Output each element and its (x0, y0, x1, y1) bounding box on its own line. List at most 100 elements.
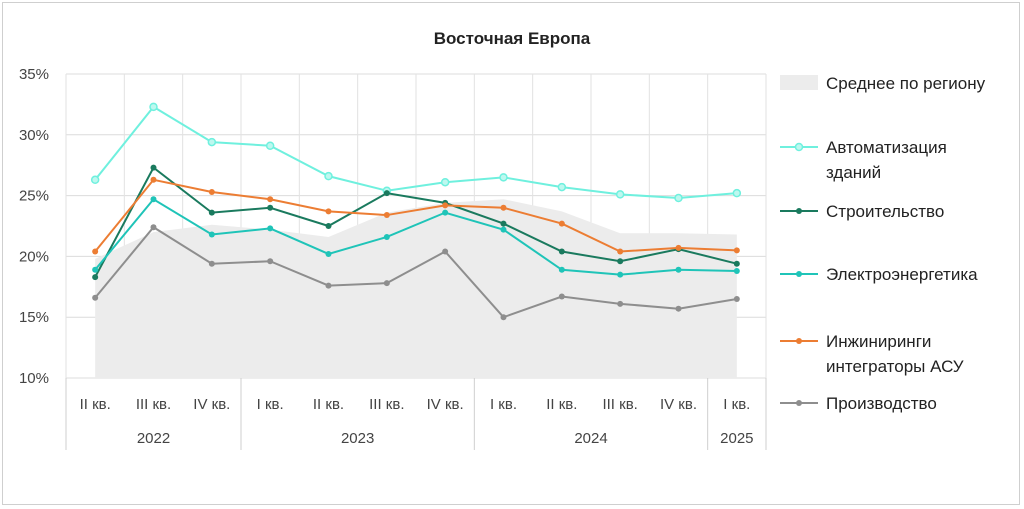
data-point (149, 102, 158, 112)
data-point (325, 250, 332, 257)
y-tick-label: 35% (19, 66, 49, 83)
data-point (267, 225, 274, 232)
data-point (92, 294, 99, 301)
data-point (500, 204, 507, 211)
data-point (324, 171, 333, 181)
legend-swatch-area (780, 75, 818, 90)
data-point (733, 295, 740, 302)
series-line (94, 166, 738, 278)
legend-label: Электроэнергетика (826, 265, 978, 284)
data-point (500, 226, 507, 233)
data-point (617, 300, 624, 307)
data-point (267, 204, 274, 211)
x-tick-label: II кв. (80, 396, 111, 413)
data-point (733, 247, 740, 254)
data-point (442, 202, 449, 209)
x-tick-label: II кв. (313, 396, 344, 413)
series-4 (92, 224, 740, 321)
axis-layer: 10% 15% 20% 25% 30% 35% II кв. III кв. IV кв. I к… (19, 66, 767, 450)
data-point (442, 248, 449, 255)
data-point (325, 223, 332, 229)
y-tick-label: 25% (19, 188, 49, 205)
data-point (440, 177, 450, 187)
data-point (267, 196, 274, 203)
data-point (500, 220, 507, 227)
legend: Среднее по региону Автоматизация зданий Стр… (780, 74, 986, 413)
data-point (150, 176, 157, 183)
data-point (675, 305, 682, 312)
data-point (557, 182, 567, 192)
data-point (558, 293, 565, 300)
y-tick-label: 30% (19, 127, 49, 144)
data-point (674, 193, 683, 203)
data-point (733, 267, 740, 274)
data-point (732, 188, 742, 198)
x-tick-label: III кв. (369, 396, 404, 413)
data-point (150, 196, 157, 203)
data-point (207, 137, 217, 147)
data-point (208, 209, 215, 216)
data-point (267, 258, 274, 265)
legend-marker (796, 338, 802, 344)
year-label: 2022 (137, 430, 170, 447)
legend-label: Строительство (826, 202, 944, 221)
y-tick-label: 15% (19, 309, 49, 326)
data-point (558, 266, 565, 273)
legend-label: Среднее по региону (826, 74, 986, 93)
data-point (733, 260, 740, 267)
area-average-region (95, 199, 737, 378)
series-0 (90, 102, 742, 203)
year-label: 2023 (341, 430, 374, 447)
y-tick-label: 20% (19, 248, 49, 265)
x-tick-label: IV кв. (427, 396, 464, 413)
data-point (617, 271, 624, 278)
series-line (94, 197, 737, 276)
series-line (94, 105, 737, 200)
series-line (94, 225, 737, 319)
data-point (383, 190, 390, 197)
x-tick-label: I кв. (723, 396, 750, 413)
x-tick-label: IV кв. (193, 396, 230, 413)
legend-marker (796, 271, 802, 277)
data-point (150, 224, 157, 231)
series-3 (92, 176, 740, 255)
data-point (383, 212, 390, 219)
legend-label: Автоматизация (826, 138, 947, 157)
data-point (558, 248, 565, 255)
x-tick-label: III кв. (136, 396, 171, 413)
data-point (90, 175, 100, 185)
data-point (617, 248, 624, 255)
series-2 (92, 196, 740, 278)
data-point (92, 274, 99, 281)
data-point (92, 248, 99, 255)
data-point (325, 282, 332, 289)
legend-label: интеграторы АСУ (826, 357, 964, 376)
legend-marker (794, 142, 804, 152)
data-point (383, 280, 390, 287)
data-point (675, 244, 682, 251)
x-tick-label: I кв. (490, 396, 517, 413)
legend-label: Производство (826, 394, 937, 413)
x-tick-label: I кв. (257, 396, 284, 413)
data-point (500, 314, 507, 321)
legend-label: зданий (826, 163, 881, 182)
data-point (558, 220, 565, 227)
data-point (150, 164, 157, 171)
chart-title: Восточная Европа (434, 29, 591, 48)
series-layer (90, 102, 742, 321)
x-tick-label: III кв. (602, 396, 637, 413)
data-point (265, 141, 275, 150)
data-point (383, 233, 390, 240)
data-point (675, 266, 682, 273)
legend-marker (796, 400, 802, 406)
legend-marker (796, 208, 802, 214)
data-point (617, 258, 624, 265)
data-point (208, 188, 215, 195)
area-layer (95, 199, 737, 378)
data-point (499, 173, 508, 182)
x-tick-label: II кв. (546, 396, 577, 413)
data-point (208, 260, 215, 267)
y-tick-label: 10% (19, 370, 49, 387)
data-point (92, 266, 99, 273)
